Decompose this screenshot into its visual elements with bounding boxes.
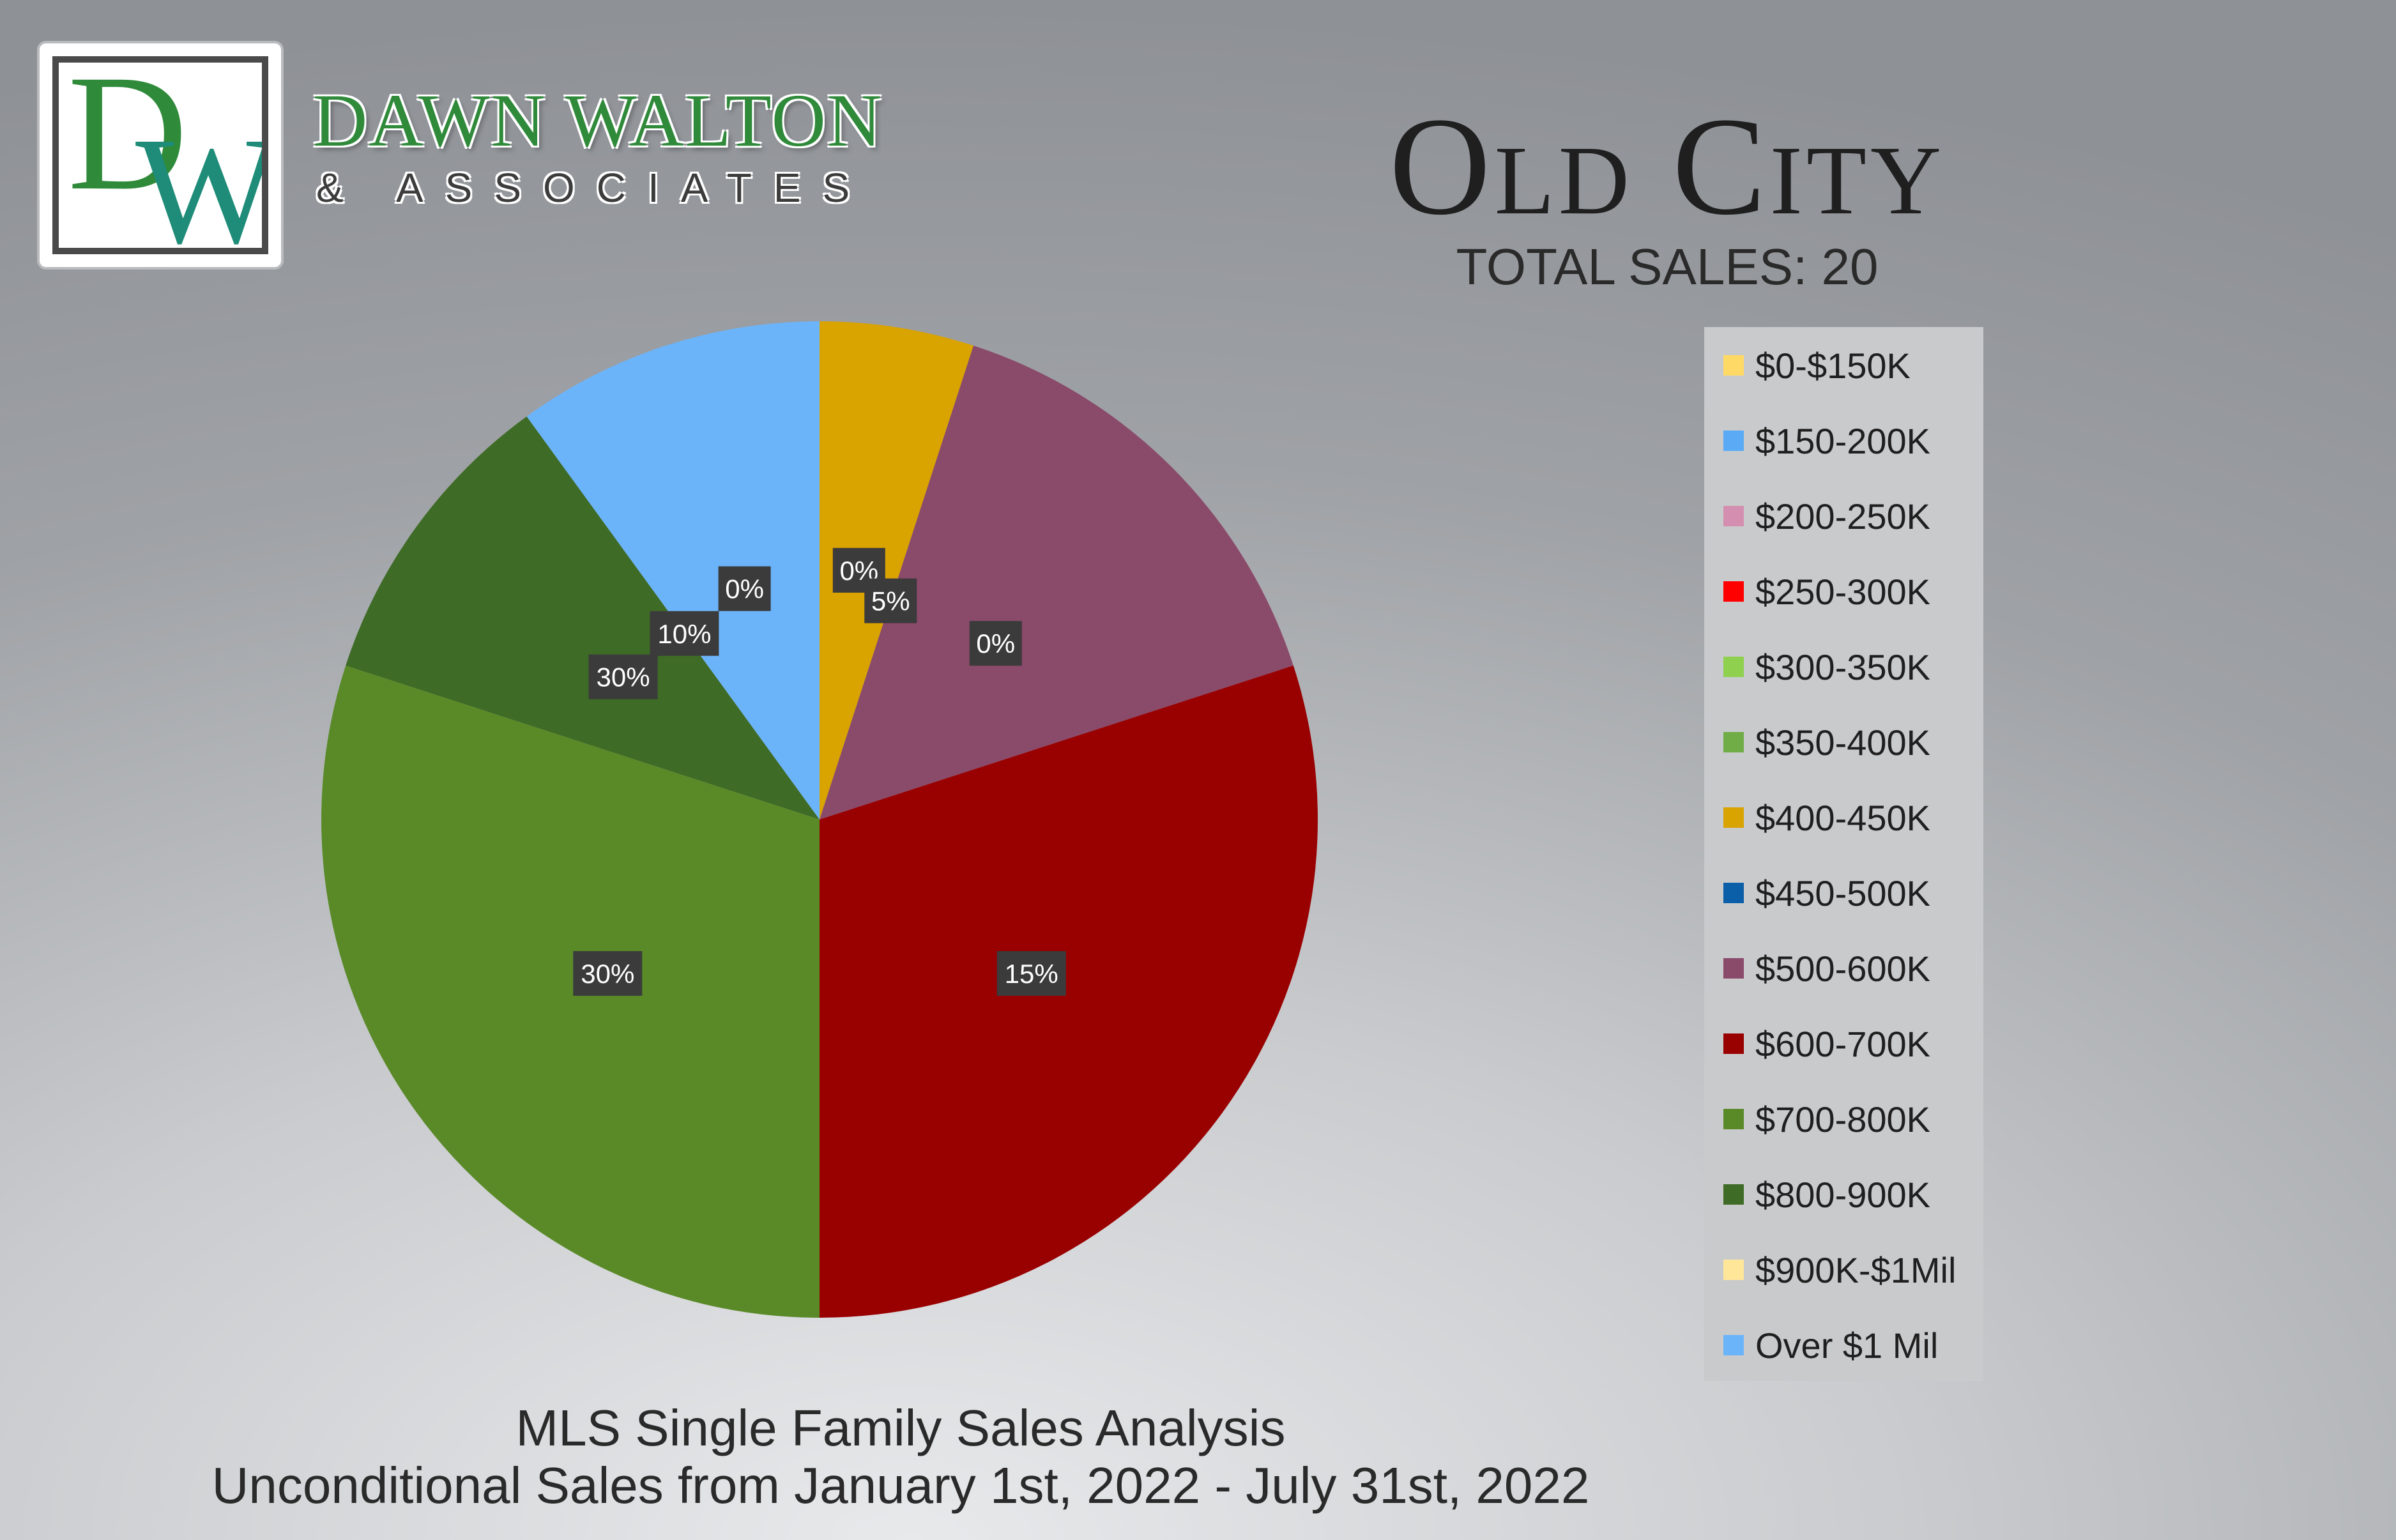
legend: $0-$150K $150-200K $200-250K $250-300K $300-…	[1704, 327, 1983, 1381]
data-label-over-1-mil: 0%	[718, 566, 771, 611]
legend-item-over-1-mil: Over $1 Mil	[1723, 1325, 1939, 1366]
data-label-box	[864, 578, 917, 623]
data-label-text: 30%	[581, 959, 634, 989]
legend-label: $700-800K	[1755, 1099, 1931, 1140]
logo-frame: D W	[52, 56, 268, 254]
legend-label: $600-700K	[1755, 1023, 1931, 1064]
legend-swatch	[1723, 431, 1744, 451]
pie-slice-over-1-mil	[526, 321, 820, 820]
pie-slice-500-600k	[820, 346, 1293, 820]
data-label-700-800k: 30%	[573, 950, 643, 996]
brand-name: DAWN WALTON	[313, 79, 883, 162]
legend-swatch	[1723, 1260, 1744, 1280]
brand-subtitle: & ASSOCIATES	[316, 165, 872, 211]
legend-label: Over $1 Mil	[1755, 1325, 1939, 1366]
footer-title: MLS Single Family Sales Analysis	[515, 1399, 1286, 1456]
legend-item-700-800k: $700-800K	[1723, 1099, 1931, 1140]
legend-item-800-900k: $800-900K	[1723, 1174, 1931, 1215]
legend-swatch	[1723, 1335, 1744, 1355]
data-label-600-700k: 15%	[996, 950, 1066, 996]
legend-label: $450-500K	[1755, 873, 1931, 913]
legend-label: $150-200K	[1755, 420, 1931, 461]
data-label-text: 30%	[597, 662, 650, 692]
footer-date-range: Unconditional Sales from January 1st, 20…	[211, 1457, 1590, 1514]
legend-item-450-500k: $450-500K	[1723, 873, 1931, 913]
legend-swatch	[1723, 1033, 1744, 1054]
pie-slice-400-450k	[820, 321, 974, 820]
pie-slice-700-800k	[321, 665, 820, 1318]
legend-item-400-450k: $400-450K	[1723, 797, 1931, 838]
legend-swatch	[1723, 1109, 1744, 1129]
legend-swatch	[1723, 355, 1744, 376]
data-label-box	[969, 621, 1022, 666]
legend-label: $300-350K	[1755, 646, 1931, 687]
data-label-800-900k: 30%	[588, 654, 658, 699]
data-label-text: 5%	[871, 586, 910, 616]
legend-swatch	[1723, 1184, 1744, 1205]
data-label-text: 15%	[1005, 959, 1058, 989]
legend-label: $250-300K	[1755, 571, 1931, 612]
legend-label: $0-$150K	[1755, 345, 1911, 386]
logo-letter-w: W	[135, 105, 268, 254]
legend-item-500-600k: $500-600K	[1723, 948, 1931, 989]
legend-swatch	[1723, 732, 1744, 752]
data-label-text: 0%	[725, 574, 764, 604]
pie-labels: 0%5%0%15%30%30%10%0%	[573, 547, 1066, 996]
legend-item-300-350k: $300-350K	[1723, 646, 1931, 687]
pie-slice-800-900k	[346, 416, 820, 820]
legend-label: $200-250K	[1755, 496, 1931, 537]
legend-label: $500-600K	[1755, 948, 1931, 989]
page-title: Old City	[1389, 88, 1946, 244]
legend-swatch	[1723, 657, 1744, 677]
data-label-box	[573, 950, 643, 996]
legend-item-350-400k: $350-400K	[1723, 722, 1931, 763]
pie-slice-600-700k	[820, 665, 1318, 1318]
data-label-text: 0%	[976, 629, 1015, 659]
legend-item-150-200k: $150-200K	[1723, 420, 1931, 461]
data-label-box	[650, 611, 719, 656]
logo: D W	[37, 41, 284, 270]
total-sales: TOTAL SALES: 20	[1456, 238, 1879, 295]
legend-item-600-700k: $600-700K	[1723, 1023, 1931, 1064]
legend-label: $900K-$1Mil	[1755, 1249, 1957, 1290]
data-label-box	[588, 654, 658, 699]
legend-swatch	[1723, 883, 1744, 903]
pie-slices	[321, 321, 1318, 1318]
legend-item-900k-1mil: $900K-$1Mil	[1723, 1249, 1957, 1290]
legend-swatch	[1723, 506, 1744, 526]
legend-item-250-300k: $250-300K	[1723, 571, 1931, 612]
data-label-900k-1mil: 10%	[650, 611, 719, 656]
data-label-box	[996, 950, 1066, 996]
legend-label: $350-400K	[1755, 722, 1931, 763]
legend-item-0-150k: $0-$150K	[1723, 345, 1911, 386]
logo-letter-d: D	[68, 56, 188, 225]
legend-label: $400-450K	[1755, 797, 1931, 838]
data-label-box	[718, 566, 771, 611]
legend-swatch	[1723, 581, 1744, 602]
legend-swatch	[1723, 958, 1744, 979]
legend-label: $800-900K	[1755, 1174, 1931, 1215]
data-label-text: 10%	[657, 619, 711, 649]
data-label-450-500k: 5%	[864, 578, 917, 623]
data-label-500-600k: 0%	[969, 621, 1022, 666]
legend-item-200-250k: $200-250K	[1723, 496, 1931, 537]
legend-swatch	[1723, 807, 1744, 828]
